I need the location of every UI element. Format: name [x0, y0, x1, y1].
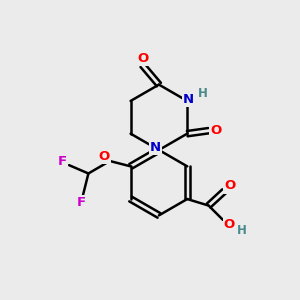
- Text: O: O: [224, 218, 235, 231]
- Text: H: H: [236, 224, 246, 237]
- Text: O: O: [210, 124, 222, 137]
- Text: H: H: [198, 87, 208, 100]
- Text: O: O: [99, 150, 110, 163]
- Text: O: O: [137, 52, 148, 65]
- Text: N: N: [150, 141, 161, 154]
- Text: O: O: [224, 179, 236, 193]
- Text: F: F: [58, 155, 67, 168]
- Text: N: N: [183, 93, 194, 106]
- Text: F: F: [77, 196, 86, 209]
